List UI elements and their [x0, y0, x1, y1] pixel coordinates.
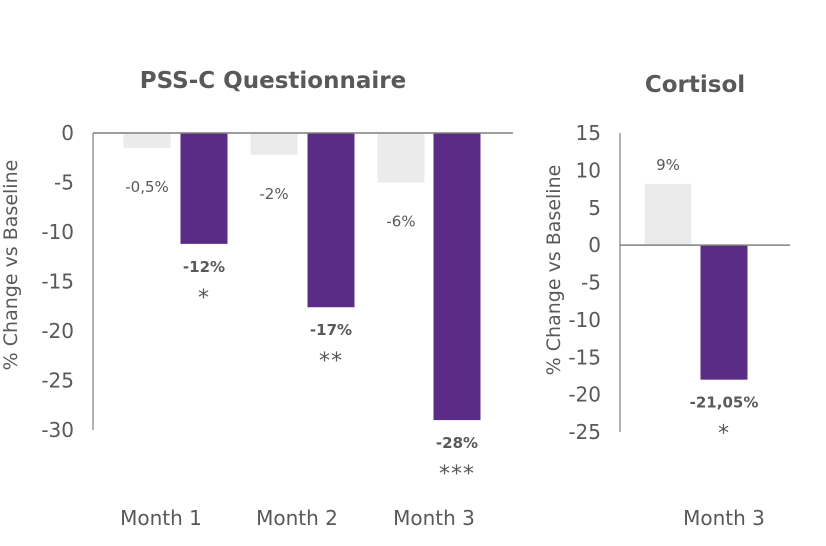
pss-bar-placebo: [250, 133, 298, 155]
pss-significance-marker: ***: [439, 462, 475, 487]
cortisol-significance-marker: *: [718, 422, 730, 447]
pss-y-axis-label: % Change vs Baseline: [0, 160, 22, 371]
pss-bar-treatment: [307, 133, 355, 308]
cortisol-y-tick-label: 10: [576, 158, 601, 182]
pss-y-tick-label: -20: [41, 319, 74, 343]
pss-data-label: -17%: [310, 321, 352, 339]
cortisol-bar-placebo: [644, 183, 692, 246]
pss-chart-title: PSS-C Questionnaire: [140, 68, 406, 94]
pss-significance-marker: *: [198, 286, 210, 311]
cortisol-y-tick-label: -25: [568, 420, 601, 444]
pss-bar-placebo: [123, 133, 171, 148]
pss-data-label: -28%: [436, 434, 478, 452]
cortisol-data-label: -21,05%: [690, 394, 759, 412]
cortisol-y-tick-label: -20: [568, 383, 601, 407]
cortisol-y-tick-label: -10: [568, 308, 601, 332]
pss-y-tick-label: -5: [54, 171, 74, 195]
cortisol-y-axis-label: % Change vs Baseline: [543, 165, 565, 376]
pss-y-tick-label: -30: [41, 418, 74, 442]
pss-data-label: -12%: [183, 258, 225, 276]
pss-bar-treatment: [180, 133, 228, 244]
pss-bar-placebo: [377, 133, 425, 183]
pss-bar-treatment: [433, 133, 481, 421]
pss-category-label: Month 1: [120, 506, 202, 530]
pss-data-label: -6%: [386, 213, 415, 231]
pss-y-tick-label: -10: [41, 220, 74, 244]
cortisol-y-tick-label: -5: [581, 271, 601, 295]
cortisol-y-tick-label: 0: [588, 233, 601, 257]
pss-y-tick-label: 0: [61, 121, 74, 145]
cortisol-y-tick-label: 5: [588, 196, 601, 220]
pss-significance-marker: **: [319, 349, 343, 374]
cortisol-y-tick-label: 15: [576, 121, 601, 145]
cortisol-data-label: 9%: [656, 156, 680, 174]
pss-y-tick-label: -25: [41, 369, 74, 393]
cortisol-chart-title: Cortisol: [645, 72, 745, 98]
pss-y-tick-label: -15: [41, 270, 74, 294]
pss-data-label: -0,5%: [125, 178, 169, 196]
pss-category-label: Month 3: [393, 506, 475, 530]
cortisol-y-tick-label: -15: [568, 345, 601, 369]
pss-data-label: -2%: [259, 185, 288, 203]
cortisol-category-label: Month 3: [683, 506, 765, 530]
pss-category-label: Month 2: [256, 506, 338, 530]
cortisol-bar-treatment: [700, 245, 748, 380]
